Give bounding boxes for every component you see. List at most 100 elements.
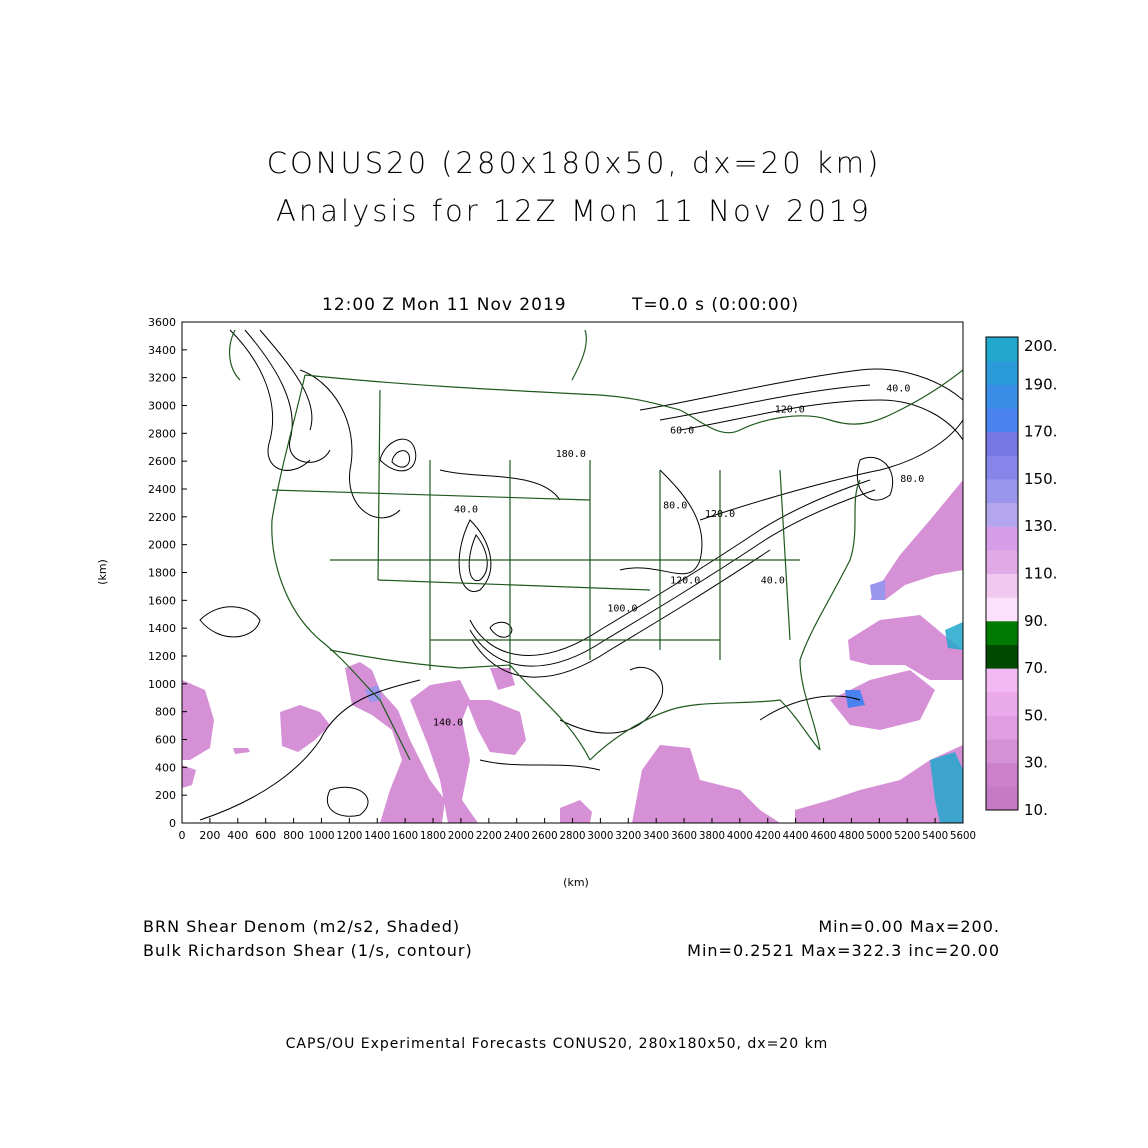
contour-value-label: 40.0 <box>454 505 478 516</box>
x-tick-label: 4600 <box>811 829 837 842</box>
colorbar-label: 150. <box>1024 470 1057 488</box>
colorbar-segment <box>986 502 1018 527</box>
colorbar-segment <box>986 455 1018 480</box>
x-tick-label: 0 <box>179 829 186 842</box>
contour-value-label: 140.0 <box>433 718 463 729</box>
colorbar-segment <box>986 620 1018 645</box>
y-tick-label: 600 <box>155 734 176 747</box>
credit-line: CAPS/OU Experimental Forecasts CONUS20, … <box>285 1036 829 1052</box>
x-tick-label: 3400 <box>643 829 669 842</box>
contour-value-label: 100.0 <box>607 603 637 614</box>
colorbar-labels: 10. 30. 50. 70. 90. 110. 130. 150. 170. 190. 200. <box>1024 337 1057 819</box>
y-tick-label: 3000 <box>148 400 176 413</box>
colorbar-label: 190. <box>1024 375 1057 393</box>
colorbar-label: 110. <box>1024 565 1057 583</box>
colorbar-segment <box>986 644 1018 669</box>
colorbar-segment <box>986 786 1018 811</box>
shaded-range: Min=0.00 Max=200. <box>818 917 1000 936</box>
colorbar-frame <box>985 336 1019 811</box>
contour-range: Min=0.2521 Max=322.3 inc=20.00 <box>687 941 1000 960</box>
colorbar <box>985 336 1019 811</box>
y-tick-label: 1400 <box>148 622 176 635</box>
y-tick-label: 2000 <box>148 539 176 552</box>
x-tick-label: 1400 <box>364 829 390 842</box>
y-tick-label: 2800 <box>148 427 176 440</box>
colorbar-segment <box>986 384 1018 409</box>
colorbar-segment <box>986 762 1018 787</box>
colorbar-label: 30. <box>1024 754 1048 772</box>
colorbar-segment <box>986 549 1018 574</box>
contour-value-label: 120.0 <box>705 509 735 520</box>
colorbar-segment <box>986 526 1018 551</box>
y-axis: 0 200 400 600 800 1000 1200 1400 1600 1800 2000 220… <box>148 316 187 830</box>
contours <box>199 329 963 821</box>
colorbar-segment <box>986 478 1018 504</box>
x-axis-label: (km) <box>563 876 589 889</box>
title-line-2: Analysis for 12Z Mon 11 Nov 2019 <box>276 194 872 228</box>
x-axis: 0 200 400 600 800 1000 1200 1400 1600 1800 2000 220… <box>179 818 976 842</box>
x-tick-label: 3200 <box>615 829 641 842</box>
x-tick-label: 2000 <box>448 829 474 842</box>
y-tick-label: 3400 <box>148 344 176 357</box>
x-tick-label: 4800 <box>838 829 864 842</box>
x-tick-label: 5000 <box>866 829 892 842</box>
contour-value-label: 80.0 <box>900 474 924 485</box>
shaded-field <box>182 480 963 823</box>
colorbar-segment <box>986 360 1018 385</box>
y-axis-label: (km) <box>96 559 109 585</box>
x-tick-label: 4200 <box>755 829 781 842</box>
y-tick-label: 0 <box>169 817 176 830</box>
valid-time-label: 12:00 Z Mon 11 Nov 2019 <box>322 295 567 315</box>
x-tick-label: 2400 <box>504 829 530 842</box>
political-borders <box>228 329 963 761</box>
x-tick-label: 1000 <box>308 829 334 842</box>
colorbar-segment <box>986 715 1018 740</box>
colorbar-segment <box>986 407 1018 433</box>
contour-field-description: Bulk Richardson Shear (1/s, contour) <box>143 941 473 960</box>
contour-value-label: 80.0 <box>663 500 687 511</box>
y-tick-label: 800 <box>155 706 176 719</box>
y-tick-label: 3200 <box>148 372 176 385</box>
y-tick-label: 1200 <box>148 650 176 663</box>
x-tick-label: 600 <box>255 829 276 842</box>
colorbar-label: 130. <box>1024 517 1057 535</box>
x-tick-label: 4000 <box>727 829 753 842</box>
y-tick-label: 2600 <box>148 455 176 468</box>
y-tick-label: 2400 <box>148 483 176 496</box>
contour-value-label: 40.0 <box>886 384 910 395</box>
shaded-field-description: BRN Shear Denom (m2/s2, Shaded) <box>143 917 461 936</box>
y-tick-label: 1800 <box>148 567 176 580</box>
x-tick-label: 3800 <box>699 829 725 842</box>
contour-labels: 180.0 40.0 80.0 120.0 120.0 100.0 40.0 120.0 40.… <box>433 384 924 729</box>
y-tick-label: 1000 <box>148 678 176 691</box>
y-tick-label: 3600 <box>148 316 176 329</box>
colorbar-label: 200. <box>1024 337 1057 355</box>
y-tick-label: 1600 <box>148 594 176 607</box>
colorbar-label: 90. <box>1024 612 1048 630</box>
contour-value-label: 60.0 <box>670 425 694 436</box>
colorbar-label: 10. <box>1024 801 1048 819</box>
colorbar-segment <box>986 691 1018 716</box>
colorbar-label: 50. <box>1024 706 1048 724</box>
colorbar-label: 70. <box>1024 659 1048 677</box>
contour-value-label: 180.0 <box>556 449 586 460</box>
y-tick-label: 200 <box>155 789 176 802</box>
colorbar-label: 170. <box>1024 423 1057 441</box>
colorbar-segment <box>986 668 1018 693</box>
x-tick-label: 800 <box>283 829 304 842</box>
y-tick-label: 400 <box>155 761 176 774</box>
colorbar-segment <box>986 739 1018 764</box>
x-tick-label: 400 <box>227 829 248 842</box>
colorbar-segment <box>986 337 1018 362</box>
x-tick-label: 1800 <box>420 829 446 842</box>
contour-value-label: 120.0 <box>775 404 805 415</box>
x-tick-label: 3000 <box>587 829 613 842</box>
x-tick-label: 5400 <box>922 829 948 842</box>
colorbar-segment <box>986 573 1018 598</box>
colorbar-segment <box>986 597 1018 622</box>
x-tick-label: 5200 <box>894 829 920 842</box>
x-tick-label: 1600 <box>392 829 418 842</box>
x-tick-label: 1200 <box>336 829 362 842</box>
x-tick-label: 2200 <box>476 829 502 842</box>
contour-value-label: 120.0 <box>670 576 700 587</box>
